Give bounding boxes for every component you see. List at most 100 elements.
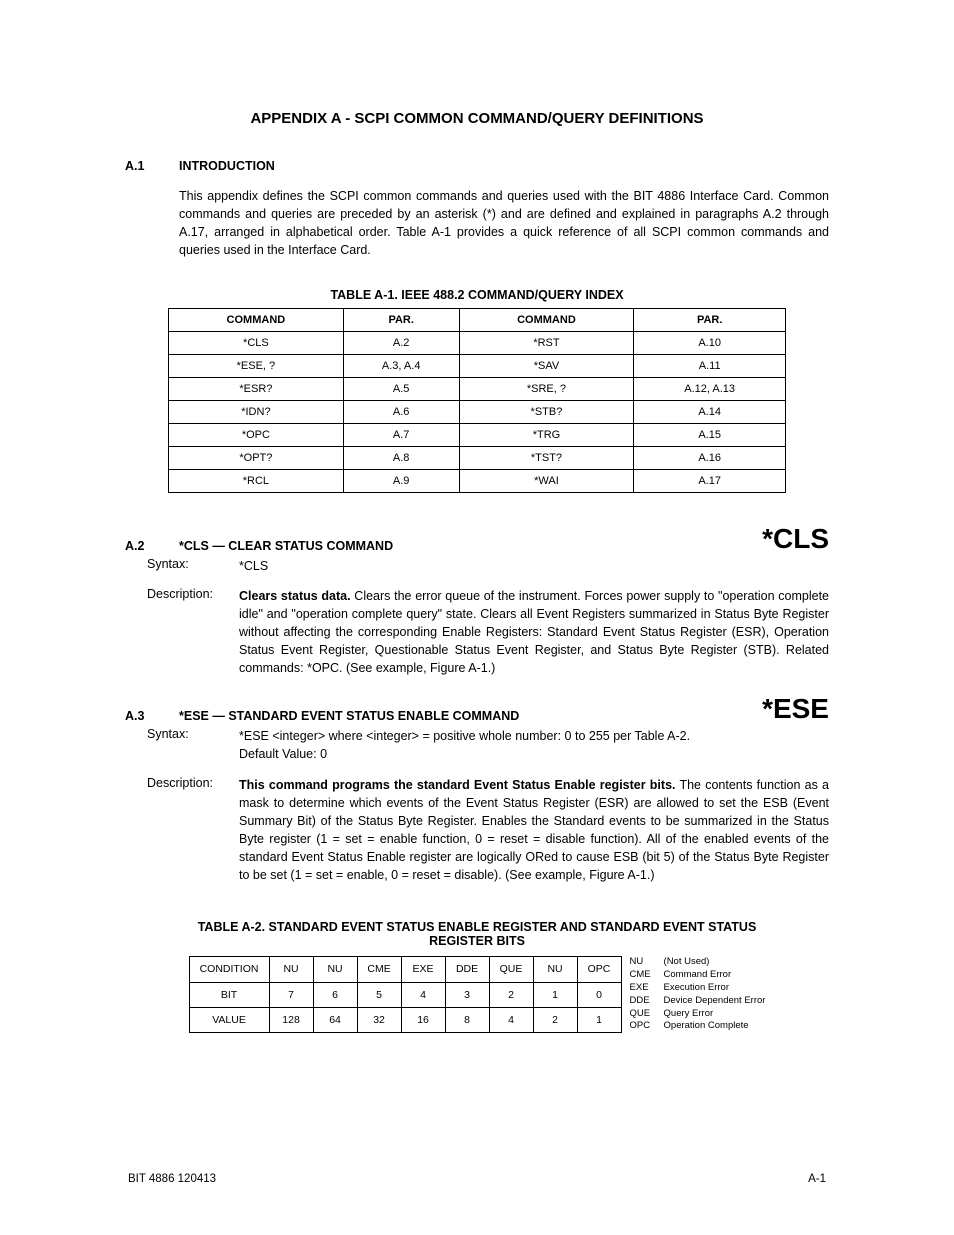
td: *OPC <box>169 423 344 446</box>
td: NU <box>313 957 357 982</box>
table-row: *ESR?A.5*SRE, ?A.12, A.13 <box>169 377 786 400</box>
td: A.3, A.4 <box>343 354 459 377</box>
table-row: CONDITIONNUNUCMEEXEDDEQUENUOPC <box>189 957 621 982</box>
td: CME <box>357 957 401 982</box>
section-a2-big: *CLS <box>762 525 829 553</box>
abbr: OPC <box>630 1020 664 1033</box>
th: PAR. <box>634 308 786 331</box>
td: *SAV <box>459 354 634 377</box>
td: 2 <box>533 1007 577 1032</box>
td: *IDN? <box>169 400 344 423</box>
th: COMMAND <box>169 308 344 331</box>
section-a2-head: A.2*CLS — CLEAR STATUS COMMAND <box>125 539 762 553</box>
td: NU <box>533 957 577 982</box>
td: A.7 <box>343 423 459 446</box>
label: Syntax: <box>147 557 239 575</box>
desc-bold: Clears status data. <box>239 589 351 603</box>
def: (Not Used) <box>664 956 710 969</box>
legend-row: DDEDevice Dependent Error <box>630 995 766 1008</box>
section-a3-head: A.3*ESE — STANDARD EVENT STATUS ENABLE C… <box>125 709 762 723</box>
td: 4 <box>401 982 445 1007</box>
def: Command Error <box>664 969 732 982</box>
td: A.6 <box>343 400 459 423</box>
section-a1-head: A.1INTRODUCTION <box>125 159 829 173</box>
def: Execution Error <box>664 982 729 995</box>
desc-text: The contents function as a mask to deter… <box>239 778 829 883</box>
td: *RCL <box>169 469 344 492</box>
legend-row: EXEExecution Error <box>630 982 766 995</box>
value: *ESE <integer> where <integer> = positiv… <box>239 727 829 763</box>
abbr: NU <box>630 956 664 969</box>
legend-row: QUEQuery Error <box>630 1008 766 1021</box>
abbr: CME <box>630 969 664 982</box>
td: A.2 <box>343 331 459 354</box>
table-row: BIT76543210 <box>189 982 621 1007</box>
td: *ESE, ? <box>169 354 344 377</box>
td: BIT <box>189 982 269 1007</box>
td: 16 <box>401 1007 445 1032</box>
td: EXE <box>401 957 445 982</box>
td: 8 <box>445 1007 489 1032</box>
td: OPC <box>577 957 621 982</box>
td: 32 <box>357 1007 401 1032</box>
syntax-line2: Default Value: 0 <box>239 745 829 763</box>
table-row: *ESE, ?A.3, A.4*SAVA.11 <box>169 354 786 377</box>
td: DDE <box>445 957 489 982</box>
a3-syntax: Syntax: *ESE <integer> where <integer> =… <box>125 727 829 763</box>
td: *OPT? <box>169 446 344 469</box>
td: 0 <box>577 982 621 1007</box>
section-num: A.2 <box>125 539 179 553</box>
table-row: COMMAND PAR. COMMAND PAR. <box>169 308 786 331</box>
td: VALUE <box>189 1007 269 1032</box>
legend-row: CMECommand Error <box>630 969 766 982</box>
td: *STB? <box>459 400 634 423</box>
td: A.12, A.13 <box>634 377 786 400</box>
syntax-line1: *ESE <integer> where <integer> = positiv… <box>239 727 829 745</box>
value: *CLS <box>239 557 829 575</box>
td: 6 <box>313 982 357 1007</box>
section-a1-para: This appendix defines the SCPI common co… <box>179 187 829 260</box>
desc-bold: This command programs the standard Event… <box>239 778 676 792</box>
td: A.10 <box>634 331 786 354</box>
td: 1 <box>577 1007 621 1032</box>
footer-right: A-1 <box>808 1173 826 1185</box>
a2-desc: Description: Clears status data. Clears … <box>125 587 829 678</box>
td: A.15 <box>634 423 786 446</box>
td: 3 <box>445 982 489 1007</box>
abbr: QUE <box>630 1008 664 1021</box>
label: Description: <box>147 587 239 678</box>
td: A.16 <box>634 446 786 469</box>
section-a2-head-row: A.2*CLS — CLEAR STATUS COMMAND *CLS <box>125 525 829 553</box>
section-label: *ESE — STANDARD EVENT STATUS ENABLE COMM… <box>179 709 519 723</box>
page-footer: BIT 4886 120413 A-1 <box>128 1173 826 1185</box>
td: *CLS <box>169 331 344 354</box>
footer-left: BIT 4886 120413 <box>128 1173 216 1185</box>
td: *ESR? <box>169 377 344 400</box>
label: Description: <box>147 776 239 885</box>
td: 7 <box>269 982 313 1007</box>
table-a2-title: TABLE A-2. STANDARD EVENT STATUS ENABLE … <box>125 920 829 948</box>
def: Device Dependent Error <box>664 995 766 1008</box>
section-label: INTRODUCTION <box>179 159 275 173</box>
section-label: *CLS — CLEAR STATUS COMMAND <box>179 539 393 553</box>
a3-desc: Description: This command programs the s… <box>125 776 829 885</box>
td: *TST? <box>459 446 634 469</box>
table-a1-title: TABLE A-1. IEEE 488.2 COMMAND/QUERY INDE… <box>125 288 829 302</box>
td: A.14 <box>634 400 786 423</box>
table-a2-wrap: CONDITIONNUNUCMEEXEDDEQUENUOPC BIT765432… <box>125 956 829 1033</box>
td: *WAI <box>459 469 634 492</box>
syntax-label: Syntax: <box>147 727 189 741</box>
td: A.5 <box>343 377 459 400</box>
value: Clears status data. Clears the error que… <box>239 587 829 678</box>
table-row: *OPCA.7*TRGA.15 <box>169 423 786 446</box>
td: A.11 <box>634 354 786 377</box>
a2-syntax: Syntax: *CLS <box>125 557 829 575</box>
td: *TRG <box>459 423 634 446</box>
section-num: A.3 <box>125 709 179 723</box>
td: *RST <box>459 331 634 354</box>
table-a2-legend: NU(Not Used) CMECommand Error EXEExecuti… <box>630 956 766 1033</box>
td: 1 <box>533 982 577 1007</box>
td: *SRE, ? <box>459 377 634 400</box>
td: NU <box>269 957 313 982</box>
abbr: EXE <box>630 982 664 995</box>
